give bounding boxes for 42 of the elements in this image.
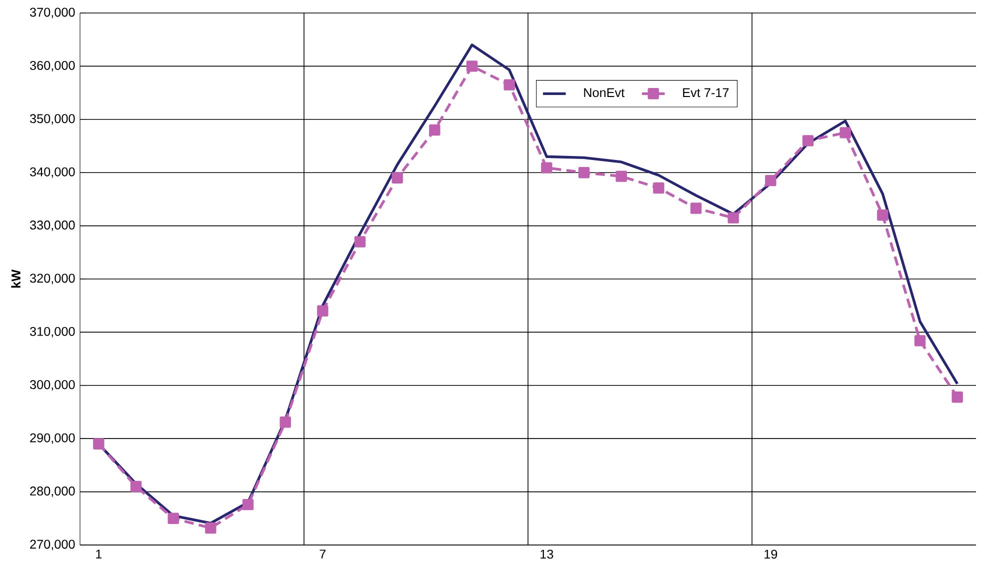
point: [952, 391, 963, 403]
point: [914, 335, 926, 346]
point: [354, 236, 366, 248]
y-tick-label: 290,000: [30, 433, 75, 444]
point: [541, 162, 552, 174]
point: [93, 438, 104, 450]
point: [578, 166, 590, 178]
y-tick-label: 300,000: [30, 380, 75, 391]
y-tick-label: 310,000: [30, 326, 75, 338]
point: [317, 305, 328, 317]
point: [392, 172, 403, 184]
point: [765, 174, 776, 186]
point: [877, 210, 888, 221]
x-tick-label: 13: [540, 550, 554, 559]
point: [242, 498, 254, 510]
point: [616, 170, 627, 182]
y-tick-label: 270,000: [30, 540, 75, 550]
point: [168, 512, 179, 524]
point: [205, 522, 216, 534]
y-tick-label: 320,000: [30, 274, 75, 284]
point: [130, 480, 142, 492]
x-tick-label: 19: [764, 550, 778, 559]
point: [504, 79, 515, 90]
y-tick-label: 280,000: [30, 486, 75, 498]
y-axis-title: kW: [11, 270, 20, 288]
point: [653, 182, 664, 194]
legend-label: Evt 7-17: [683, 88, 729, 98]
x-tick-label: 1: [96, 550, 102, 558]
y-tick-label: 340,000: [30, 167, 75, 178]
point: [280, 416, 291, 428]
y-tick-label: 330,000: [30, 220, 75, 232]
point: [802, 135, 814, 146]
point: [728, 212, 739, 224]
y-tick-label: 360,000: [30, 60, 75, 72]
point: [690, 202, 702, 214]
y-tick-label: 350,000: [30, 114, 75, 125]
point: [840, 127, 851, 138]
y-tick-label: 370,000: [30, 8, 75, 18]
point: [429, 124, 440, 136]
x-tick-label: 7: [320, 550, 326, 558]
legend-label: NonEvt: [584, 88, 625, 98]
point: [466, 60, 478, 72]
